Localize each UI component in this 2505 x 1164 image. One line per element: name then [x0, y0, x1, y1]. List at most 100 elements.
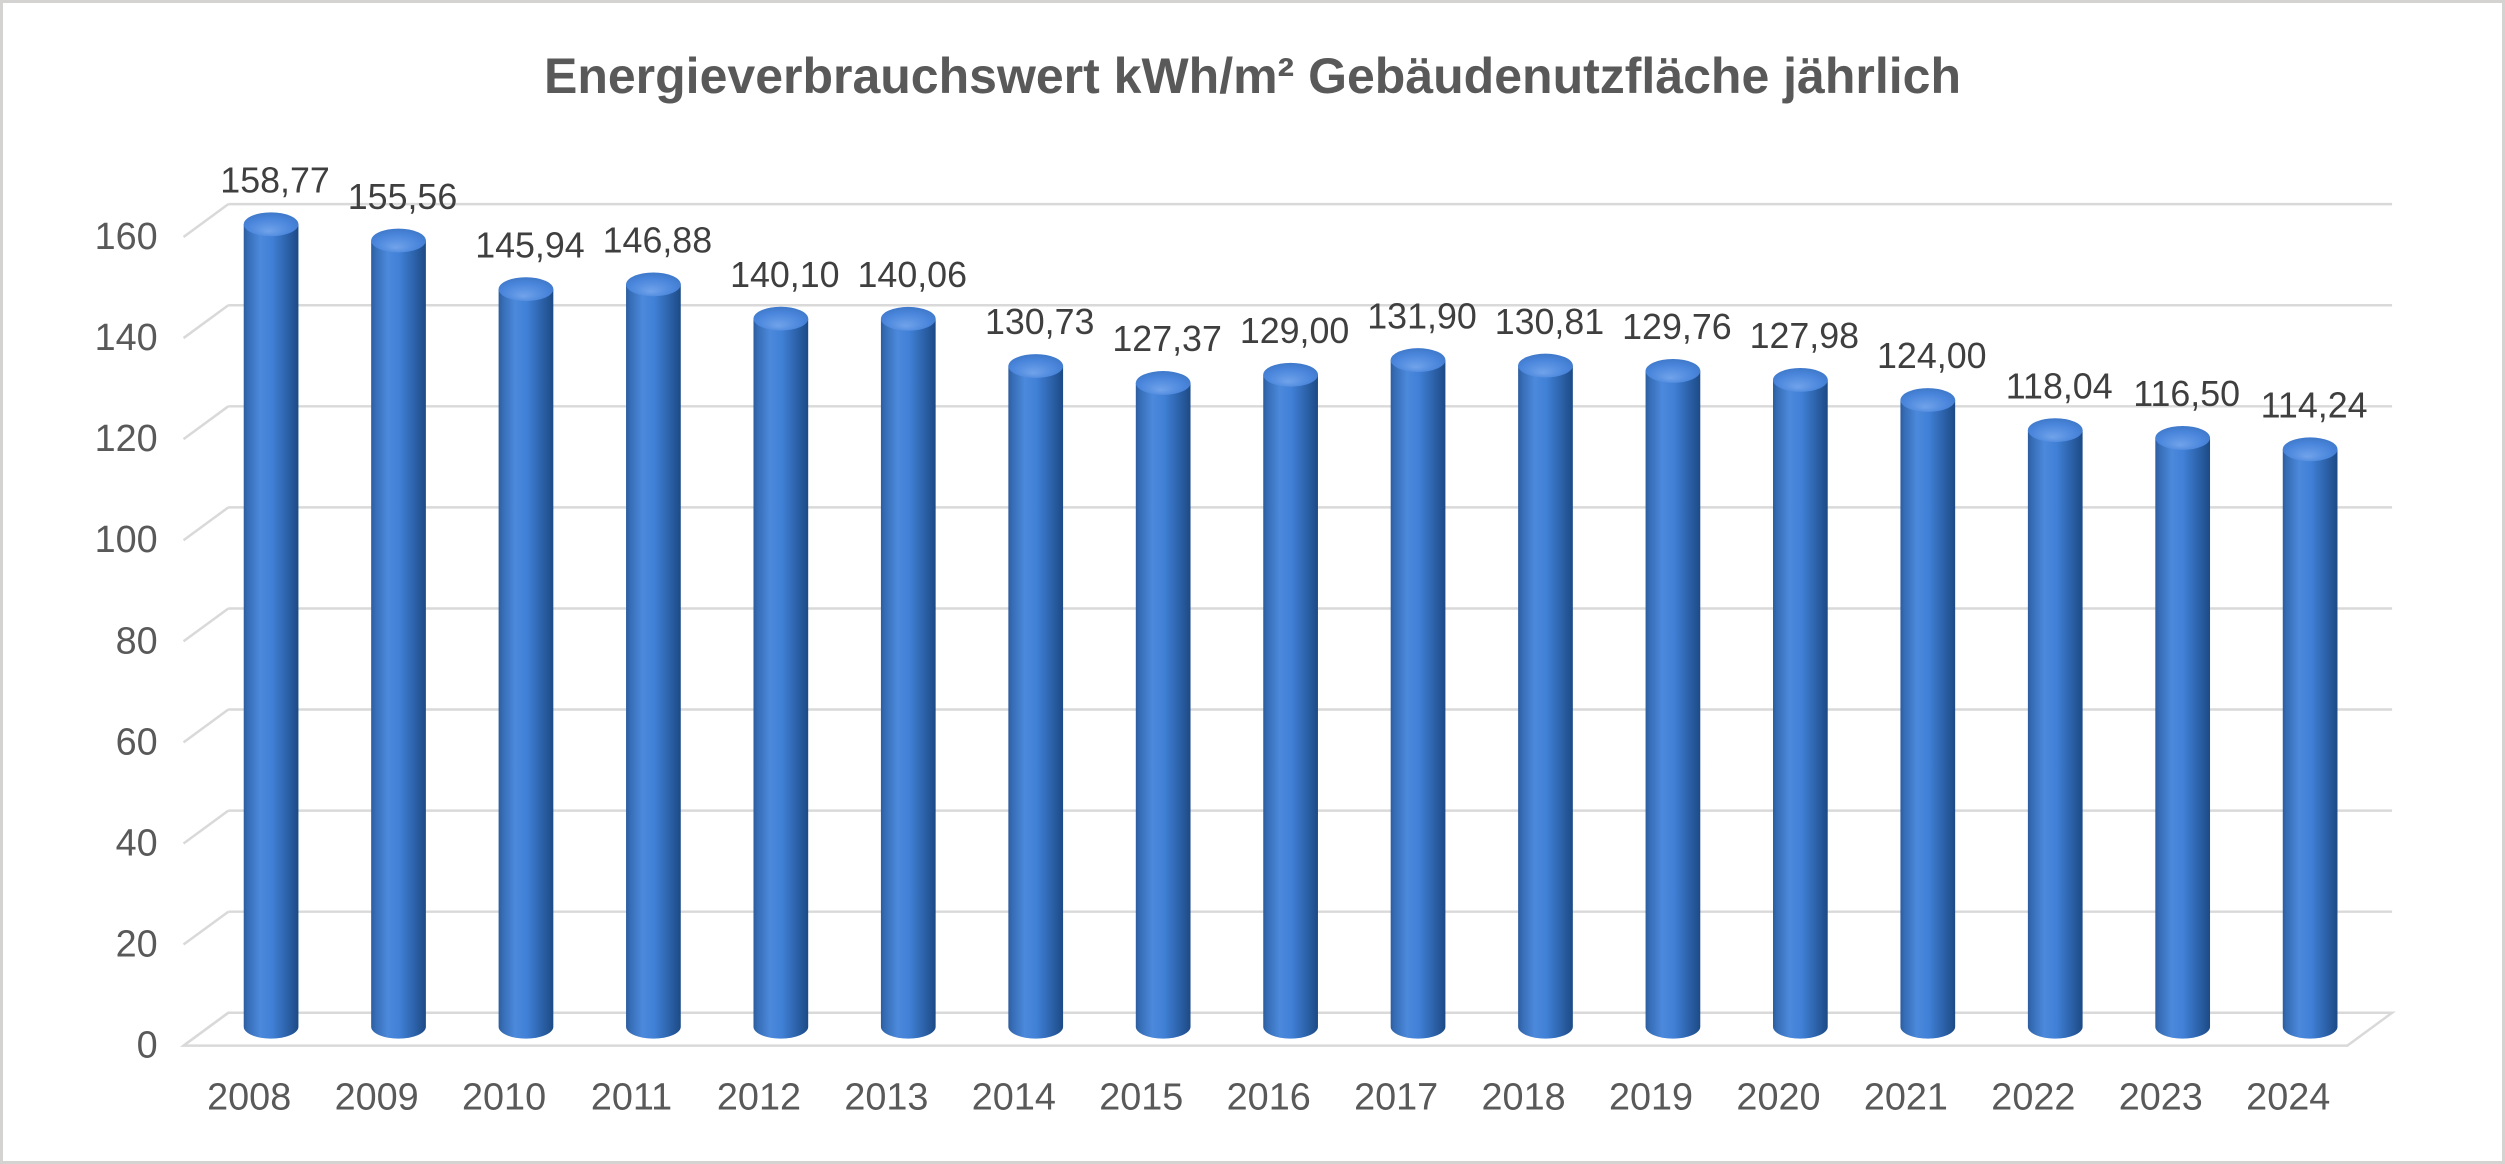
x-tick-label-2017: 2017 — [1354, 1076, 1438, 1118]
bar-2008 — [243, 212, 299, 1039]
data-label-2014: 130,73 — [985, 302, 1094, 342]
x-tick-label-2013: 2013 — [844, 1076, 928, 1118]
y-tick-label-160: 160 — [95, 216, 158, 258]
x-tick-label-2023: 2023 — [2119, 1076, 2203, 1118]
x-tick-label-2009: 2009 — [335, 1076, 419, 1118]
bar-top-2009 — [371, 228, 426, 253]
data-label-2024: 114,24 — [2261, 386, 2368, 426]
bar-body-2013 — [880, 318, 936, 1039]
data-label-2009: 155,56 — [348, 177, 458, 217]
bar-top-2014 — [1008, 354, 1064, 378]
data-label-2019: 129,76 — [1622, 307, 1732, 347]
bar-top-2024 — [2282, 437, 2338, 462]
bar-body-2011 — [626, 284, 681, 1039]
tick-connector-80 — [182, 607, 230, 643]
x-tick-label-2016: 2016 — [1227, 1076, 1311, 1118]
y-axis-labels: 0 20 40 60 80 100 120 140 160 — [95, 216, 158, 1067]
bar-top-2017 — [1390, 348, 1446, 373]
data-label-2012: 140,10 — [730, 255, 840, 295]
bar-top-2016 — [1263, 362, 1318, 387]
bar-2012 — [753, 306, 809, 1039]
y-tick-label-120: 120 — [95, 418, 158, 460]
y-tick-label-20: 20 — [116, 924, 158, 966]
bar-body-2017 — [1390, 360, 1446, 1039]
x-tick-label-2019: 2019 — [1609, 1076, 1693, 1118]
bar-2014 — [1008, 354, 1064, 1039]
bar-body-2022 — [2027, 430, 2083, 1039]
chart-title: Energieverbrauchswert kWh/m² Gebäudenutz… — [543, 48, 1962, 104]
bar-top-2023 — [2155, 425, 2211, 450]
data-label-2011: 146,88 — [603, 221, 712, 261]
tick-connector-160 — [182, 203, 230, 238]
x-tick-label-2010: 2010 — [462, 1076, 546, 1118]
data-label-2021: 124,00 — [1877, 336, 1987, 376]
bar-top-2015 — [1135, 371, 1191, 395]
tick-connector-20 — [182, 910, 230, 946]
x-tick-label-2012: 2012 — [717, 1076, 801, 1118]
bar-2016 — [1263, 362, 1318, 1039]
y-tick-label-80: 80 — [116, 620, 158, 662]
x-tick-label-2024: 2024 — [2246, 1076, 2330, 1118]
data-label-2023: 116,50 — [2133, 374, 2240, 414]
data-label-2010: 145,94 — [475, 225, 585, 265]
bar-top-2012 — [753, 306, 809, 331]
y-tick-label-40: 40 — [116, 822, 158, 864]
bar-2020 — [1773, 367, 1828, 1039]
x-axis-labels: 2008 2009 2010 2011 2012 2013 2014 2015 2016 2017… — [207, 1076, 2330, 1118]
bar-2021 — [1900, 388, 1956, 1039]
bars — [243, 212, 2338, 1039]
bar-top-2020 — [1773, 367, 1828, 392]
bar-body-2010 — [498, 289, 554, 1039]
bar-2019 — [1645, 358, 1701, 1039]
bar-body-2014 — [1008, 366, 1064, 1039]
data-label-2022: 118,04 — [2006, 366, 2113, 406]
bar-2015 — [1135, 371, 1191, 1039]
bar-2024 — [2282, 437, 2338, 1039]
bar-2022 — [2027, 418, 2083, 1039]
bar-body-2024 — [2282, 449, 2338, 1039]
bar-2013 — [880, 306, 936, 1039]
bar-top-2008 — [243, 212, 299, 237]
tick-connector-140 — [182, 304, 230, 340]
bar-body-2015 — [1135, 382, 1191, 1039]
x-tick-label-2020: 2020 — [1736, 1076, 1820, 1118]
bar-body-2016 — [1263, 374, 1318, 1039]
bar-2011 — [626, 272, 681, 1039]
tick-connector-120 — [182, 405, 230, 441]
bar-2010 — [498, 277, 554, 1039]
bar-body-2020 — [1773, 379, 1828, 1039]
bar-body-2018 — [1518, 365, 1573, 1039]
bar-body-2019 — [1645, 370, 1701, 1039]
bar-body-2021 — [1900, 400, 1956, 1039]
x-tick-label-2018: 2018 — [1482, 1076, 1566, 1118]
y-tick-label-60: 60 — [116, 721, 158, 763]
data-label-2016: 129,00 — [1240, 311, 1350, 351]
bar-body-2012 — [753, 318, 809, 1039]
y-tick-label-0: 0 — [137, 1025, 158, 1067]
data-label-2020: 127,98 — [1750, 316, 1860, 356]
data-label-2018: 130,81 — [1495, 302, 1605, 342]
tick-connector-60 — [182, 708, 230, 744]
bar-top-2011 — [626, 272, 681, 297]
x-tick-label-2014: 2014 — [972, 1076, 1056, 1118]
data-label-2013: 140,06 — [858, 255, 968, 295]
bar-top-2018 — [1518, 353, 1573, 378]
bar-2018 — [1518, 353, 1573, 1039]
x-tick-label-2015: 2015 — [1099, 1076, 1183, 1118]
data-labels: 158,77 155,56 145,94 146,88 140,10 140,06 130,… — [220, 161, 2367, 426]
bar-body-2008 — [243, 224, 299, 1039]
data-label-2017: 131,90 — [1367, 296, 1477, 336]
tick-connector-40 — [182, 809, 230, 845]
data-label-2008: 158,77 — [220, 161, 330, 201]
y-tick-label-100: 100 — [95, 519, 158, 561]
bar-2017 — [1390, 348, 1446, 1039]
data-label-2015: 127,37 — [1112, 319, 1222, 359]
tick-connector-100 — [182, 506, 230, 542]
bar-top-2010 — [498, 277, 554, 302]
bar-top-2022 — [2027, 418, 2083, 443]
bar-top-2013 — [880, 306, 936, 331]
bar-2009 — [371, 228, 426, 1039]
bar-top-2019 — [1645, 358, 1701, 383]
